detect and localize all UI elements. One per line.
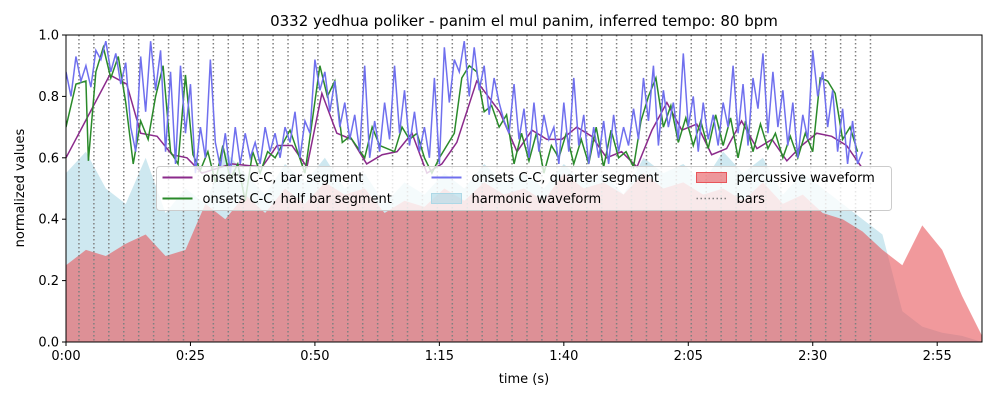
legend: onsets C-C, bar segment onsets C-C, half … bbox=[156, 166, 892, 211]
axes-frame bbox=[65, 34, 983, 343]
onset-line bbox=[66, 40, 864, 174]
legend-label: percussive waveform bbox=[737, 171, 875, 186]
x-tick-label: 0:25 bbox=[176, 349, 205, 364]
x-tick-label: 2:55 bbox=[923, 349, 952, 364]
waveform-area bbox=[66, 173, 982, 342]
y-tick-label: 0.2 bbox=[38, 274, 59, 289]
y-tick-label: 0.0 bbox=[38, 336, 59, 351]
legend-label: onsets C-C, quarter segment bbox=[472, 171, 659, 186]
x-tick-label: 1:15 bbox=[425, 349, 454, 364]
onset-line bbox=[66, 44, 859, 201]
legend-label: onsets C-C, bar segment bbox=[203, 171, 364, 186]
legend-swatch bbox=[431, 193, 462, 204]
legend-label: bars bbox=[737, 192, 766, 207]
y-tick-label: 0.6 bbox=[38, 151, 59, 166]
y-tick-label: 1.0 bbox=[38, 29, 59, 44]
legend-label: onsets C-C, half bar segment bbox=[203, 192, 392, 207]
x-tick-label: 0:00 bbox=[51, 349, 80, 364]
chart-title: 0332 yedhua poliker - panim el mul panim… bbox=[270, 12, 778, 30]
x-tick-label: 2:05 bbox=[674, 349, 703, 364]
y-tick-label: 0.8 bbox=[38, 90, 59, 105]
x-tick-label: 1:40 bbox=[549, 349, 578, 364]
y-tick-label: 0.4 bbox=[38, 213, 59, 228]
x-tick-label: 0:50 bbox=[300, 349, 329, 364]
legend-swatch bbox=[696, 172, 727, 183]
x-axis-label: time (s) bbox=[499, 372, 549, 387]
x-tick-label: 2:30 bbox=[798, 349, 827, 364]
legend-label: harmonic waveform bbox=[472, 192, 602, 207]
y-axis-label: normalized values bbox=[13, 128, 28, 247]
